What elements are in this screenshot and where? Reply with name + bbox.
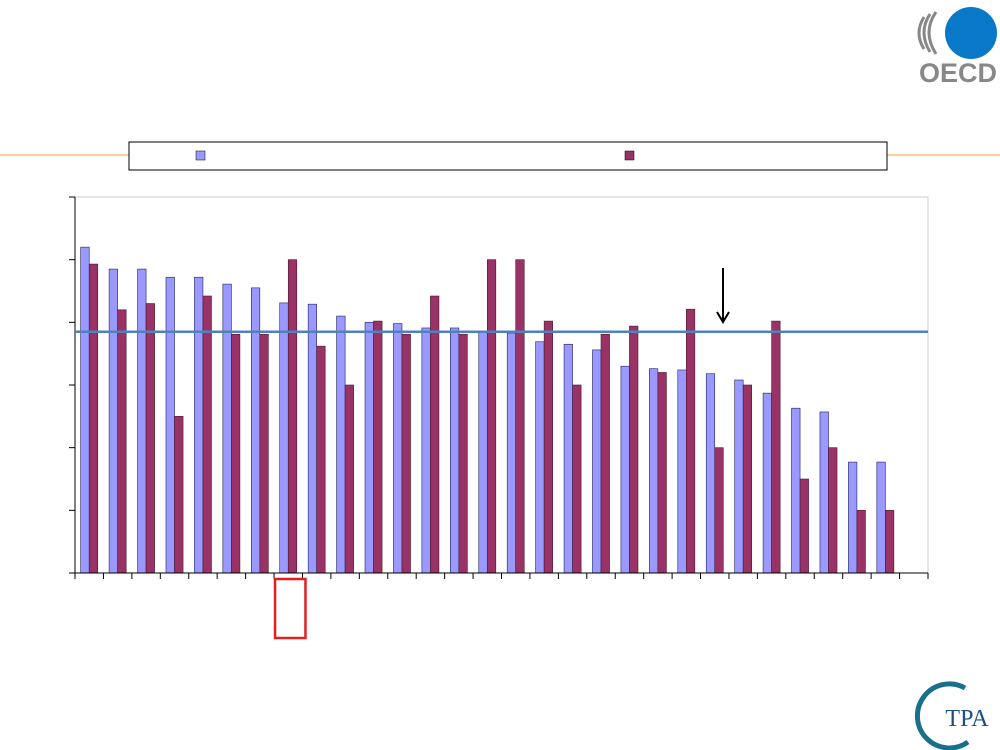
bar [222,283,232,574]
bar [705,373,716,574]
bar [677,369,687,574]
bar [828,447,838,574]
bar [762,392,772,574]
bar [336,315,346,574]
bar [373,320,383,574]
bar [600,333,610,574]
tpa-text: TPA [945,706,989,732]
bar [307,303,317,574]
bar [108,268,118,574]
bar [430,295,440,574]
bar [421,327,431,574]
bar [80,246,90,574]
bar [194,276,204,574]
bar [202,295,212,574]
bar [287,259,298,574]
bar [686,308,696,574]
bar [819,411,829,574]
bar [486,259,497,574]
highlight-box [273,577,307,640]
arrow [716,268,730,324]
bar [137,268,147,574]
tpa-arc [914,681,970,750]
legend [128,141,888,171]
bar [165,276,175,574]
bar [458,333,468,574]
bar [876,461,886,574]
bar [572,384,582,574]
bar [734,379,744,574]
bar [592,349,602,574]
bar [535,341,545,574]
bar [174,416,184,574]
bar [231,333,241,574]
bar [714,447,724,574]
bar [145,303,155,574]
bar [563,343,573,574]
bar [742,384,753,574]
bar [364,322,374,574]
bar [771,320,781,574]
oecd-logo: OECD [917,7,997,88]
bar [649,368,659,574]
bar [450,327,460,574]
logo-text: OECD [919,58,997,88]
bar [791,407,801,574]
bar [885,510,895,574]
logo-arcs [917,11,938,55]
bar [506,332,517,574]
bar [478,331,488,574]
bar [856,510,866,574]
bar [279,302,289,574]
bar [620,365,630,574]
bar [259,333,269,574]
legend-swatch [624,150,635,161]
bar [344,384,354,574]
bar [629,325,639,574]
bar [401,333,411,574]
bar [848,461,858,574]
legend-swatch [195,150,206,161]
bar [393,323,403,574]
logo-circle [945,7,997,59]
tpa-logo: TPA [914,681,989,750]
bar [657,372,667,574]
bar [316,345,326,574]
bar [515,259,525,574]
bar [799,478,809,574]
bar [88,263,99,574]
bar [543,320,553,574]
bar [117,309,127,574]
